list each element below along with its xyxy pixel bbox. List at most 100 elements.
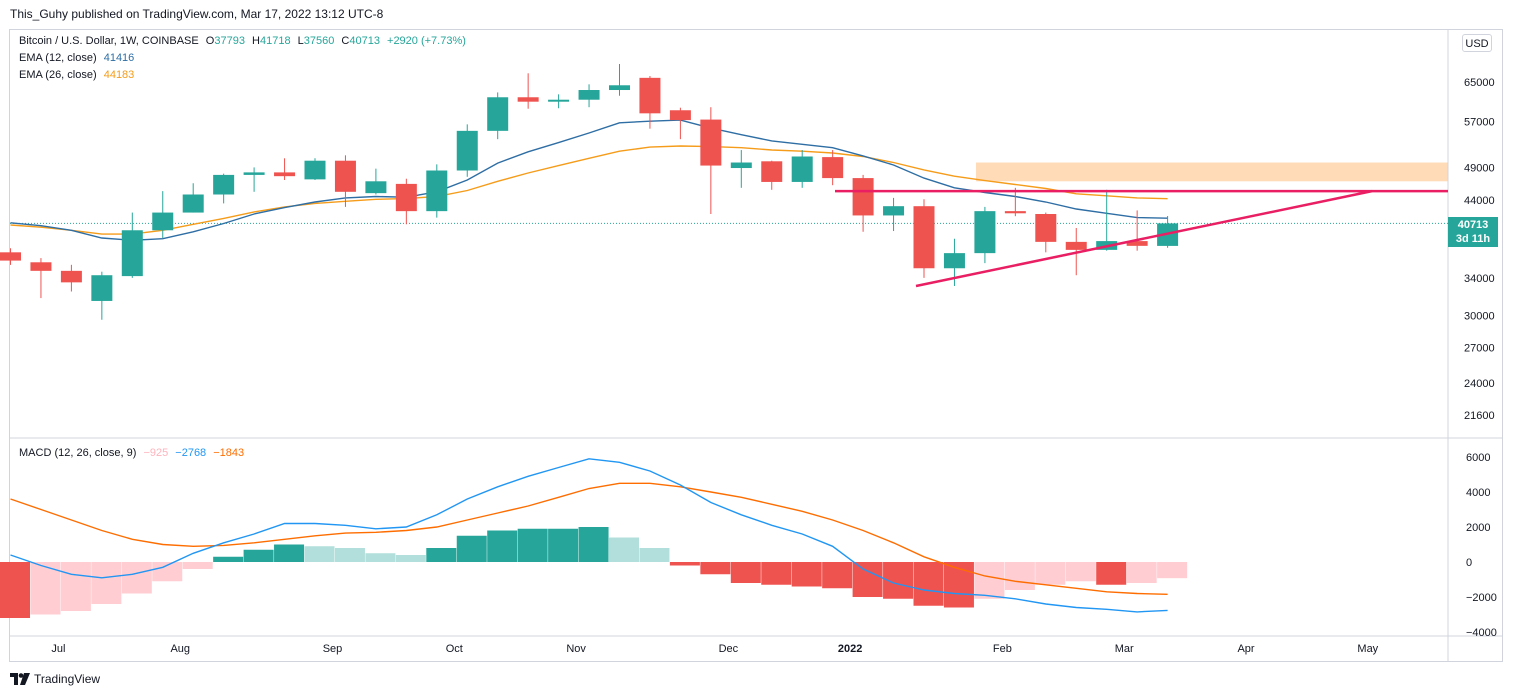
h-label: H	[252, 35, 260, 47]
macd-histogram-bar	[639, 548, 670, 562]
macd-histogram-bar	[121, 562, 152, 594]
macd-legend: MACD (12, 26, close, 9) −925 −2768 −1843	[19, 445, 248, 462]
macd-histogram-bar	[822, 562, 853, 589]
macd-histogram-bar	[1096, 562, 1127, 585]
candle-body	[395, 183, 417, 212]
candle	[639, 76, 661, 129]
candle-body	[578, 90, 600, 100]
time-axis-label: Apr	[1237, 643, 1254, 655]
price-axis-tick: 65000	[1464, 77, 1495, 89]
l-value: 37560	[303, 35, 335, 47]
candle-body	[609, 85, 630, 91]
footer-brand-label: TradingView	[34, 672, 101, 686]
c-label: C	[341, 35, 350, 47]
candle-body	[669, 110, 691, 121]
time-axis-label: Aug	[170, 643, 190, 655]
macd-histogram-bar	[304, 546, 335, 562]
ema26-value: 44183	[103, 69, 135, 81]
macd-histogram-bar	[426, 548, 457, 562]
macd-histogram-bar	[487, 530, 518, 562]
ema26-line	[10, 145, 1168, 235]
c-value: 40713	[349, 35, 380, 47]
candle-body	[943, 253, 965, 269]
candle	[395, 178, 417, 225]
candle-body	[152, 212, 174, 231]
last-price-tag: 40713 3d 11h	[1448, 217, 1498, 247]
tradingview-logo-icon	[10, 673, 30, 685]
macd-histogram-bar	[365, 553, 396, 562]
macd-histogram-bar	[60, 562, 91, 611]
candle-body	[1035, 214, 1057, 242]
macd-histogram-bar	[669, 562, 700, 566]
macd-histogram-bar	[213, 556, 244, 562]
resistance-zone	[976, 162, 1448, 182]
macd-histogram-bar	[730, 562, 761, 583]
last-price-value: 40713	[1457, 219, 1489, 231]
candle	[578, 84, 600, 108]
candle-body	[456, 130, 478, 171]
candle	[91, 271, 113, 320]
candle-body	[60, 270, 82, 283]
candle	[548, 94, 570, 109]
macd-histogram-bar	[334, 548, 365, 562]
candle	[274, 158, 296, 181]
macd-histogram-bar	[852, 562, 883, 597]
candle	[1004, 187, 1026, 217]
macd-histogram-bar	[791, 562, 822, 587]
candle	[213, 173, 235, 204]
candle	[822, 150, 844, 186]
ohlc: O37793 H41718 L37560 C40713 +2920 (+7.73…	[206, 35, 470, 47]
candle-body	[791, 156, 813, 182]
macd-histogram-bar	[517, 528, 548, 562]
macd-hist-value: −925	[143, 447, 169, 459]
candle	[60, 264, 82, 292]
candle	[913, 199, 935, 278]
macd-histogram-bar	[91, 562, 122, 604]
candle-body	[548, 99, 570, 102]
time-axis-label: Dec	[719, 643, 739, 655]
time-axis-label: Oct	[446, 643, 463, 655]
price-axis-tick: 24000	[1464, 378, 1495, 390]
candle-body	[913, 206, 935, 269]
ema12-value: 41416	[103, 52, 135, 64]
time-axis-label: Jul	[51, 643, 65, 655]
macd-histogram-bar	[1126, 562, 1157, 583]
candle-body	[0, 252, 21, 261]
o-label: O	[205, 35, 215, 47]
candle	[1096, 189, 1118, 251]
bar-countdown: 3d 11h	[1455, 233, 1491, 245]
macd-line	[10, 458, 1168, 613]
candle	[609, 63, 630, 96]
candle	[0, 248, 21, 265]
time-axis-label: Mar	[1115, 643, 1134, 655]
candle-body	[213, 174, 235, 195]
candle-body	[730, 162, 752, 169]
candle	[974, 206, 996, 264]
price-legend: Bitcoin / U.S. Dollar, 1W, COINBASE O377…	[19, 33, 474, 84]
macd-axis-tick: 0	[1466, 557, 1472, 569]
price-axis-tick: 57000	[1464, 117, 1495, 129]
macd-histogram-bar	[0, 562, 30, 618]
candle-body	[121, 230, 143, 277]
footer-brand[interactable]: TradingView	[10, 672, 100, 686]
candle	[304, 158, 326, 181]
currency-button[interactable]: USD	[1462, 34, 1492, 52]
macd-axis-tick: 2000	[1466, 522, 1490, 534]
macd-histogram-bar	[30, 562, 61, 615]
candle-body	[91, 275, 113, 301]
symbol-title: Bitcoin / U.S. Dollar, 1W, COINBASE	[19, 35, 199, 47]
time-axis-label: Nov	[566, 643, 586, 655]
candle	[730, 150, 752, 188]
macd-histogram-bar	[456, 535, 487, 562]
candle-body	[1004, 211, 1026, 214]
macd-histogram-bar	[700, 562, 731, 575]
macd-histogram-bar	[1035, 562, 1066, 585]
macd-histogram-bar	[609, 537, 639, 562]
candle	[334, 155, 356, 207]
candle	[487, 92, 509, 140]
candle-body	[517, 97, 539, 102]
macd-axis-tick: −4000	[1466, 627, 1497, 639]
candle	[883, 197, 905, 232]
candle-body	[274, 172, 296, 177]
